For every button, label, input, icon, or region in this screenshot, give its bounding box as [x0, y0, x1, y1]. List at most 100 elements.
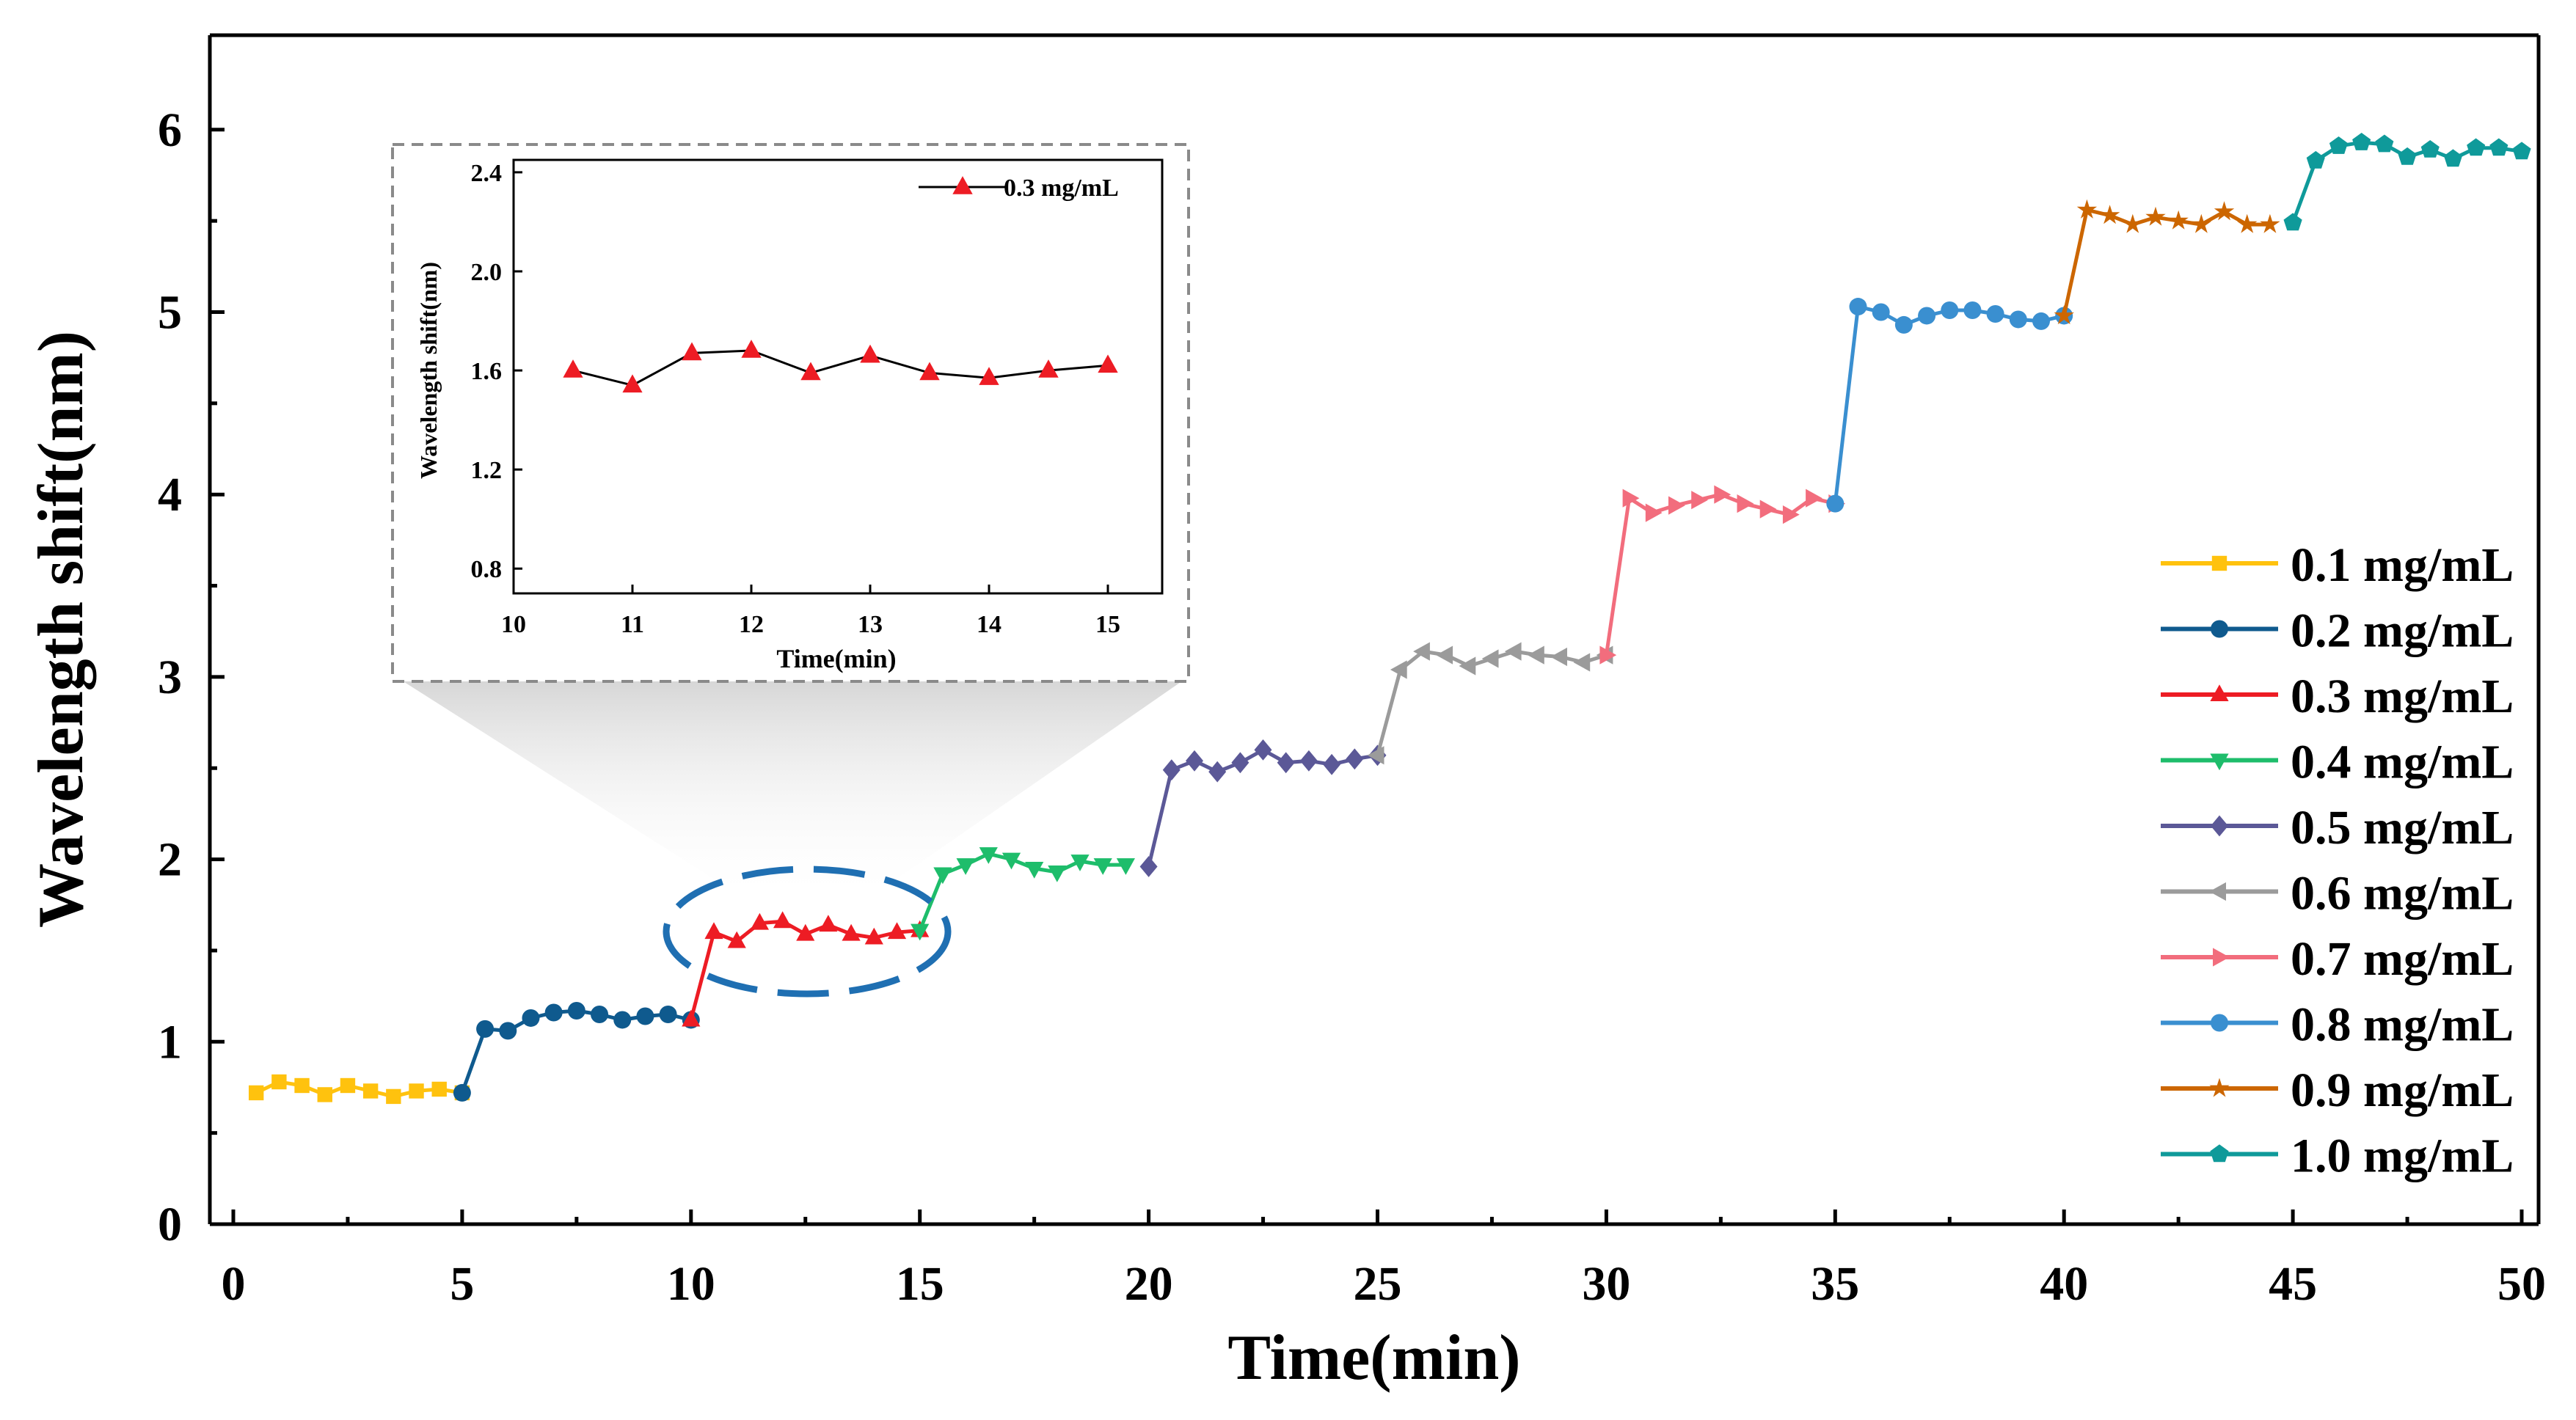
x-tick-label: 20 [1125, 1257, 1173, 1311]
data-point [499, 1022, 517, 1040]
data-point [2054, 305, 2074, 325]
data-point [1436, 645, 1453, 665]
legend-marker [2210, 1144, 2229, 1163]
data-point [887, 922, 907, 940]
data-point [682, 1009, 701, 1027]
series-line [460, 1009, 692, 1094]
data-point [2329, 136, 2348, 154]
data-point [1390, 660, 1407, 679]
legend-label: 0.4 mg/mL [2291, 736, 2514, 789]
inset-y-tick-label: 1.2 [471, 457, 503, 484]
data-point [591, 1005, 609, 1023]
data-point [248, 1085, 264, 1101]
inset-x-tick-label: 14 [977, 611, 1001, 638]
data-point [431, 1081, 447, 1097]
inset-y-tick-label: 2.0 [471, 259, 503, 286]
data-point [1622, 488, 1640, 508]
data-point [2352, 133, 2371, 150]
legend-marker [2210, 684, 2229, 701]
data-point [453, 1083, 471, 1102]
series-group [248, 133, 2531, 1105]
legend-marker [2211, 1014, 2228, 1032]
x-tick-label: 50 [2497, 1257, 2546, 1311]
legend-label: 0.5 mg/mL [2291, 801, 2514, 854]
data-point [2099, 205, 2120, 224]
data-point [911, 923, 930, 941]
y-tick-label: 2 [158, 833, 182, 887]
series-0-5-mg-ml [1139, 739, 1387, 877]
data-point [1941, 301, 1959, 320]
data-point [1162, 759, 1181, 781]
data-point [1806, 488, 1822, 508]
data-point [2260, 213, 2280, 233]
series-line [1604, 492, 1836, 656]
data-point [409, 1083, 424, 1099]
inset-y-axis-title: Wavelength shift(nm) [415, 262, 442, 479]
data-point [842, 923, 861, 941]
data-point [2283, 213, 2302, 231]
legend: 0.1 mg/mL 0.2 mg/mL 0.3 mg/mL 0.4 mg/mL 0.5 … [2161, 538, 2514, 1183]
data-point [1277, 752, 1295, 774]
data-point [659, 1005, 677, 1023]
data-point [1872, 303, 1890, 321]
legend-marker [2211, 555, 2227, 571]
data-point [2375, 134, 2394, 153]
x-tick-label: 5 [450, 1257, 474, 1311]
x-tick-label: 40 [2040, 1257, 2088, 1311]
legend-item: 0.5 mg/mL [2161, 801, 2514, 854]
data-point [819, 915, 838, 932]
y-tick-label: 6 [158, 103, 182, 157]
data-point [1093, 858, 1112, 875]
data-point [2076, 199, 2098, 219]
legend-label: 0.9 mg/mL [2291, 1064, 2514, 1117]
data-point [1323, 753, 1341, 775]
data-point [1894, 315, 1913, 334]
data-point [1367, 746, 1384, 765]
data-point [1208, 761, 1227, 783]
series-0-1-mg-ml [248, 1074, 470, 1105]
data-point [1346, 748, 1364, 770]
inset-data-point [1098, 354, 1118, 373]
data-point [1413, 642, 1430, 661]
y-axis-title: Wavelength shift(nm) [26, 331, 97, 928]
inset-chart: 10 11 12 13 14 15 0.8 1.2 1.6 2.0 2.4 0.3 mg/mL Ti… [391, 143, 1190, 683]
data-point [933, 867, 952, 885]
data-point [2191, 213, 2211, 233]
series-line [1833, 304, 2065, 504]
data-point [1737, 494, 1754, 513]
data-point [1116, 858, 1135, 875]
legend-label: 0.7 mg/mL [2291, 932, 2514, 986]
data-point [727, 931, 746, 948]
data-point [2214, 201, 2235, 221]
x-tick-label: 35 [1811, 1257, 1859, 1311]
data-point [2489, 138, 2509, 156]
data-point [773, 911, 792, 929]
data-point [1691, 491, 1708, 510]
inset-y-tick-label: 2.4 [471, 160, 503, 187]
data-point [1986, 304, 2004, 323]
inset-data-point [741, 340, 762, 358]
data-point [476, 1020, 495, 1038]
data-point [1001, 852, 1021, 870]
data-point [1963, 301, 1982, 320]
data-point [1254, 739, 1272, 761]
data-point [271, 1074, 287, 1090]
inset-legend-item: 0.3 mg/mL [919, 175, 1119, 202]
inset-data-point [1038, 359, 1059, 378]
data-point [2123, 213, 2143, 233]
legend-item: 0.3 mg/mL [2161, 670, 2514, 723]
data-point [340, 1077, 356, 1094]
inset-data-point [563, 359, 583, 378]
data-point [613, 1011, 632, 1029]
legend-item: 0.4 mg/mL [2161, 736, 2514, 789]
x-tick-label: 25 [1354, 1257, 1402, 1311]
legend-label: 0.8 mg/mL [2291, 998, 2514, 1052]
legend-item: 0.6 mg/mL [2161, 867, 2514, 921]
data-point [864, 927, 883, 945]
inset-data-point [860, 344, 880, 363]
series-1-0-mg-ml [2283, 133, 2531, 231]
data-point [1139, 856, 1158, 877]
inset-data-point [682, 342, 702, 361]
data-point [796, 923, 815, 941]
